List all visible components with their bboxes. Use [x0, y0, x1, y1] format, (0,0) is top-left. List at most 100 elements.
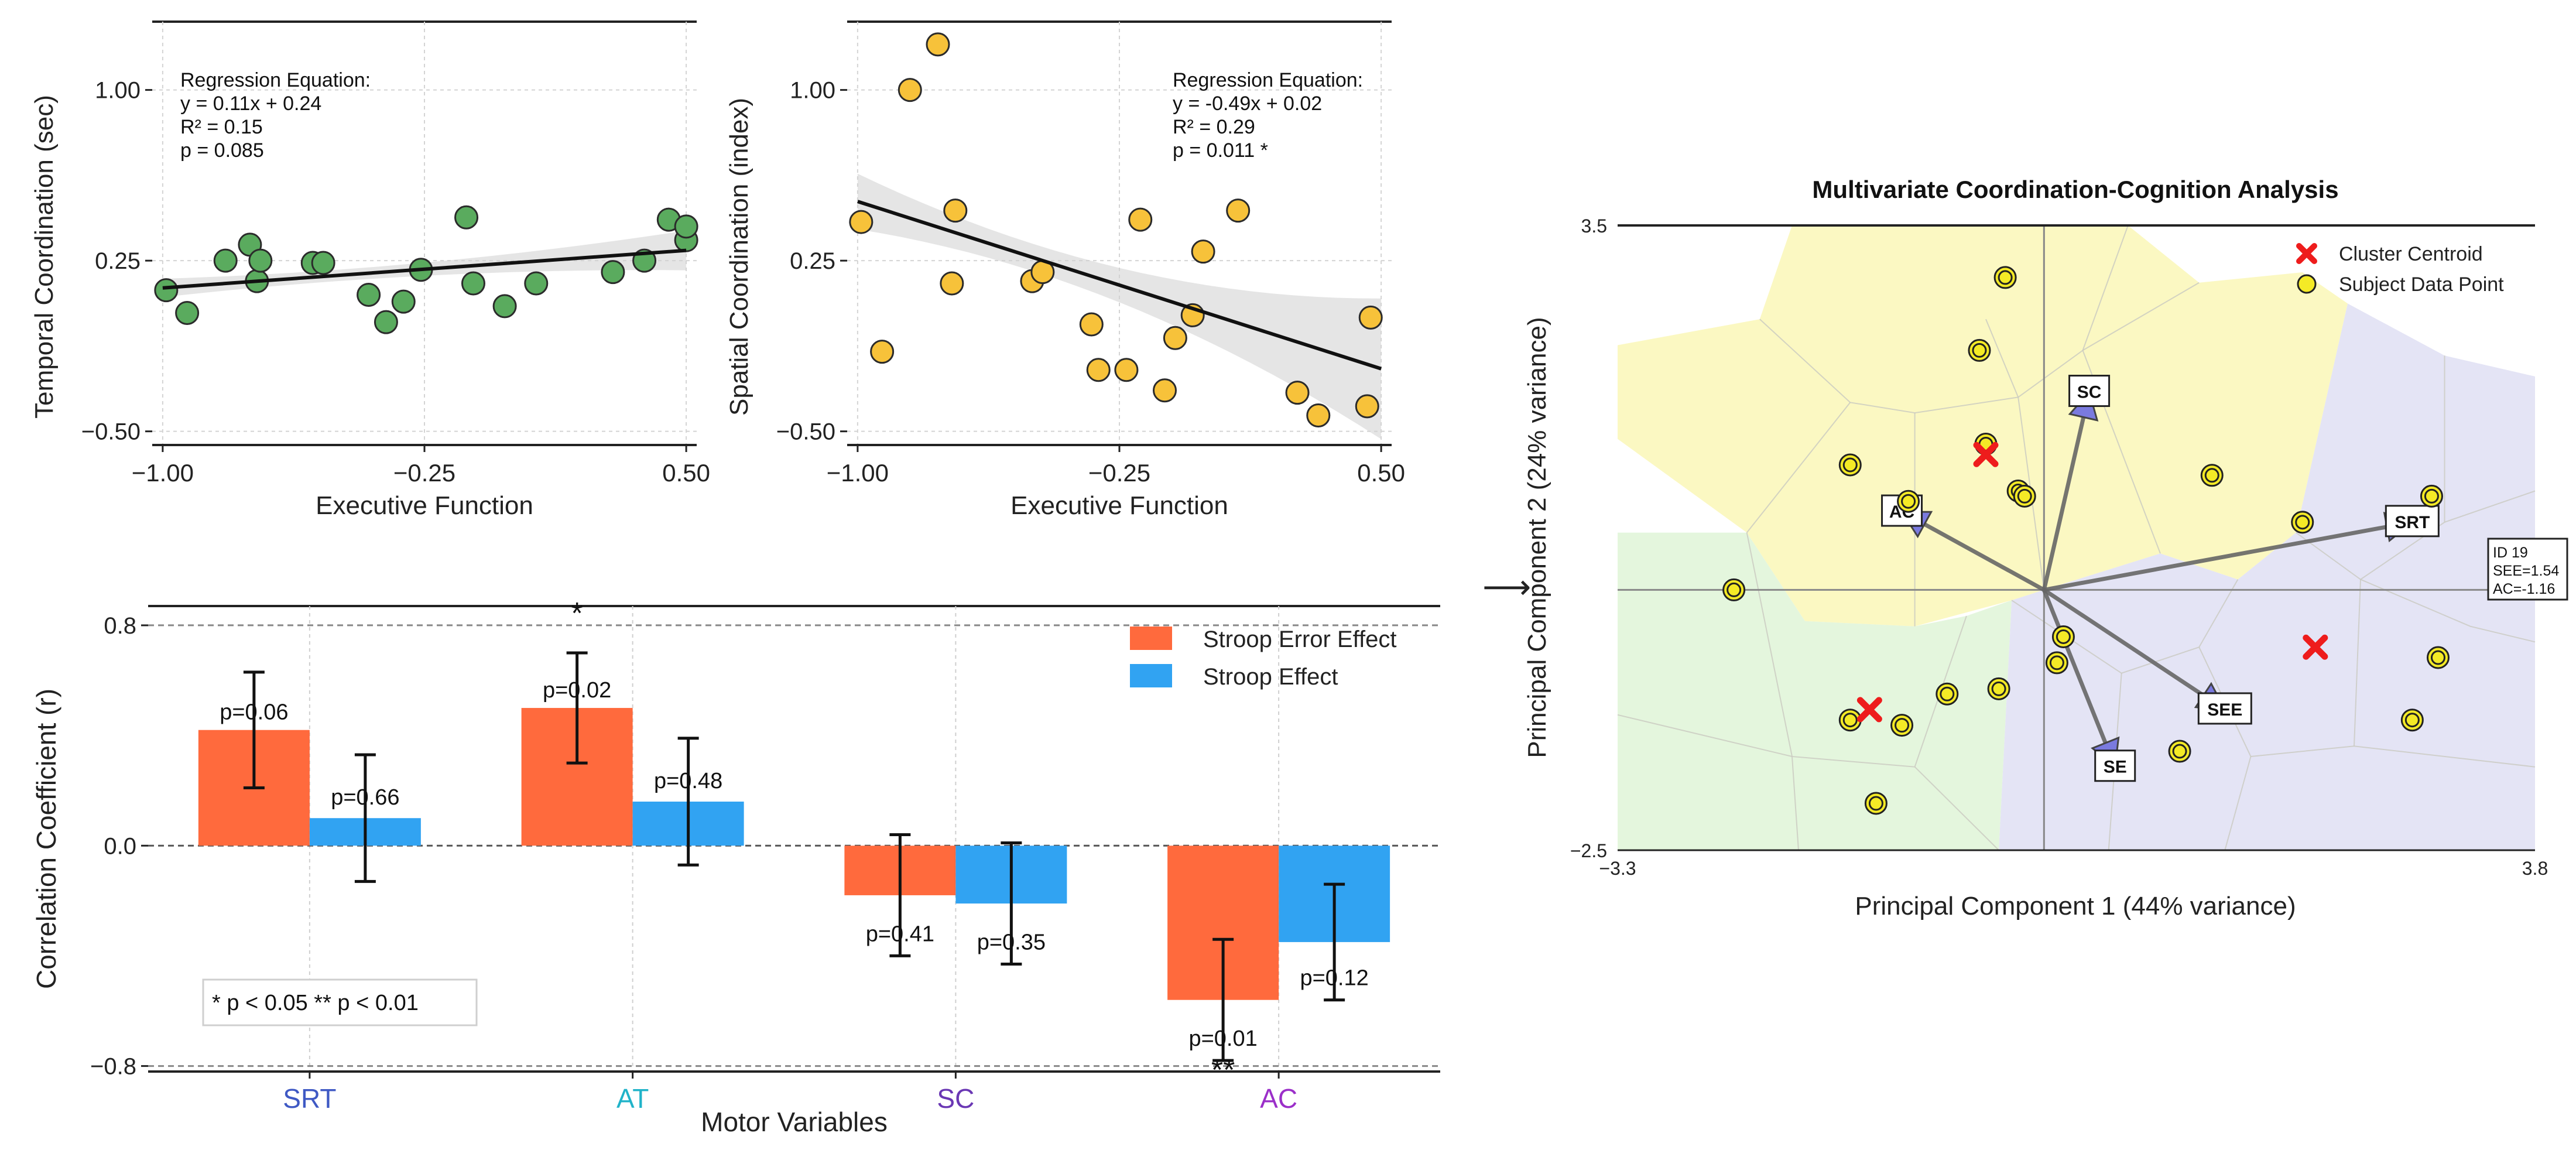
subject-point-ring — [2204, 468, 2219, 483]
subject-point-ring — [2056, 629, 2071, 644]
subject-point — [1722, 578, 1746, 601]
cell-edge — [1791, 756, 1799, 851]
confidence-band — [857, 173, 1382, 439]
subject-point — [1864, 792, 1888, 815]
subject-point — [2400, 709, 2424, 732]
p-value-label: p=0.48 — [654, 769, 722, 793]
p-value-label: p=0.06 — [220, 700, 288, 725]
x-category-label: AT — [616, 1083, 649, 1114]
data-point — [1086, 358, 1111, 382]
regression-annotation-line: p = 0.085 — [180, 139, 264, 162]
loading-label-box — [2385, 505, 2440, 538]
data-point — [1358, 305, 1383, 330]
cluster-region-green — [1618, 532, 2012, 850]
subject-point — [1987, 677, 2010, 700]
x-category-label: SRT — [283, 1083, 336, 1114]
loading-label: SC — [2077, 383, 2102, 402]
loading-arrow-shaft — [2042, 589, 2117, 768]
data-point — [1153, 378, 1177, 403]
x-tick-label: −3.3 — [1599, 858, 1636, 879]
subject-point — [2013, 484, 2036, 508]
y-axis-title: Spatial Coordination (index) — [725, 98, 753, 416]
subject-point — [1968, 338, 1991, 362]
cluster-centroid-marker — [2303, 634, 2328, 660]
cluster-centroid-marker — [1856, 697, 1882, 723]
subject-point-ring — [2295, 515, 2310, 530]
p-value-label: p=0.41 — [866, 922, 934, 946]
subject-point-ring — [2424, 488, 2439, 504]
spatial-coordination-panel: −1.00 −0.25 0.50 1.00 0.25 −0.50 Executive Fun… — [725, 20, 1405, 520]
temporal-coordination-panel: −1.00 −0.25 0.50 1.00 0.25 −0.50 Executive Fun… — [30, 20, 710, 520]
subject-point-ring — [2017, 488, 2032, 504]
legend-swatch — [1130, 627, 1172, 650]
subject-point-ring — [2049, 655, 2064, 670]
subject-point — [2291, 511, 2314, 534]
significance-note: * p < 0.05 ** p < 0.01 — [212, 991, 419, 1015]
legend-subject-marker — [2297, 274, 2317, 294]
x-tick-label: 0.50 — [662, 459, 710, 487]
y-tick-label: −0.8 — [90, 1054, 136, 1080]
tooltip-box — [2487, 538, 2568, 601]
cell-edge — [1617, 714, 1793, 757]
pca-biplot-panel: −3.3 3.8 3.5 −2.5 Multivariate Coordination-… — [1523, 176, 2568, 920]
cell-edge — [2360, 579, 2536, 643]
tooltip-line: AC=-1.16 — [2493, 581, 2555, 597]
y-tick-label: 0.8 — [104, 613, 136, 639]
regression-annotation-line: p = 0.011 * — [1173, 139, 1268, 162]
regression-annotation-line: Regression Equation: — [180, 69, 371, 91]
y-tick-label: −0.50 — [81, 419, 141, 445]
data-point — [601, 260, 625, 285]
cell-edge — [1746, 402, 1851, 533]
data-point — [1355, 394, 1379, 419]
data-point — [154, 278, 179, 303]
data-point — [926, 32, 950, 57]
p-value-label: p=0.01 — [1188, 1026, 1257, 1051]
data-point — [1114, 358, 1139, 382]
tooltip-line: ID 19 — [2493, 545, 2528, 561]
data-point — [1306, 403, 1331, 427]
pca-legend: Cluster Centroid Subject Data Point — [2296, 243, 2504, 296]
subject-point-ring — [1895, 718, 1910, 733]
data-point — [311, 251, 335, 275]
data-point — [454, 205, 479, 230]
subject-point — [1890, 714, 1914, 737]
chart-title: Multivariate Coordination-Cognition Anal… — [1812, 176, 2338, 203]
cluster-centroid-marker — [1973, 441, 1999, 467]
regression-line — [162, 248, 687, 290]
x-axis-title: Motor Variables — [701, 1107, 888, 1137]
p-value-label: p=0.35 — [977, 930, 1046, 955]
regression-annotation-line: y = -0.49x + 0.02 — [1173, 93, 1322, 115]
x-tick-label: −0.25 — [1088, 459, 1150, 487]
loading-label: SRT — [2395, 513, 2430, 532]
regression-annotation-line: R² = 0.29 — [1173, 116, 1255, 138]
data-point — [1226, 198, 1251, 223]
data-point — [870, 340, 895, 364]
subject-point — [1838, 453, 1862, 477]
subject-point — [2045, 651, 2068, 675]
data-point — [492, 294, 517, 319]
data-point — [674, 214, 698, 239]
x-tick-label: 3.8 — [2522, 858, 2548, 879]
legend-swatch — [1130, 664, 1172, 687]
y-axis-title: Correlation Coefficient (r) — [31, 689, 61, 989]
x-tick-label: −0.25 — [393, 459, 455, 487]
subject-point-ring — [1991, 681, 2006, 696]
data-point — [391, 289, 416, 314]
subject-point-ring — [1727, 582, 1742, 597]
y-tick-label: 1.00 — [790, 78, 835, 104]
subject-point — [2168, 740, 2191, 763]
loading-arrow-shaft — [2041, 391, 2091, 591]
data-point — [1079, 312, 1104, 337]
subject-point — [1936, 682, 1959, 706]
subject-point — [1897, 490, 1920, 513]
cell-edge — [1759, 225, 2129, 414]
legend-label: Subject Data Point — [2339, 273, 2504, 296]
data-point — [849, 210, 873, 234]
subject-point-ring — [1940, 686, 1955, 701]
y-tick-label: −0.50 — [776, 419, 835, 445]
y-axis-title: Temporal Coordination (sec) — [30, 95, 59, 419]
x-axis-title: Executive Function — [1010, 491, 1228, 520]
data-point — [461, 271, 485, 296]
significance-mark: * — [571, 597, 583, 631]
legend-label: Cluster Centroid — [2339, 243, 2483, 265]
